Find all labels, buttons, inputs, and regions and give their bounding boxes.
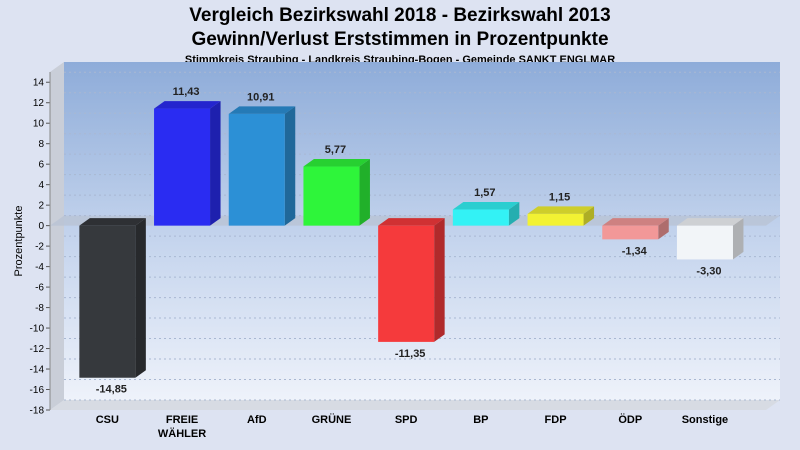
y-tick-label: 12 (33, 98, 45, 109)
y-tick-label: 0 (38, 221, 44, 232)
bar-side (583, 206, 595, 226)
category-label: AfD (247, 414, 267, 426)
category-label: GRÜNE (312, 413, 352, 426)
bar-top (676, 218, 744, 226)
bar (303, 159, 370, 226)
data-label: -11,35 (395, 348, 426, 360)
bar-front (676, 225, 733, 260)
category-label: CSU (96, 414, 119, 426)
bar-side (732, 218, 744, 260)
bar-top (452, 202, 520, 210)
bar-top (378, 218, 445, 226)
chart-subtitle: Gewinn/Verlust Erststimmen in Prozentpun… (191, 29, 609, 50)
bar-front (303, 166, 360, 226)
y-axis-label: Prozentpunkte (13, 206, 25, 277)
category-label: BP (473, 414, 488, 426)
bar-side (508, 202, 520, 226)
bar-side (284, 106, 296, 226)
bar-front (452, 209, 509, 226)
bar (79, 218, 146, 378)
bar-top (79, 218, 146, 226)
y-tick-label: -14 (30, 365, 45, 376)
bar-front (527, 213, 584, 226)
y-tick-label: 8 (38, 139, 44, 150)
y-tick-label: -16 (30, 385, 45, 396)
bar-side (135, 218, 146, 378)
bar-front (79, 225, 136, 378)
bar-top (154, 101, 221, 109)
category-label: WÄHLER (158, 427, 206, 440)
y-tick-label: 14 (33, 78, 45, 89)
y-tick-label: -2 (35, 242, 44, 253)
data-label: 11,43 (173, 86, 200, 98)
bar (602, 218, 669, 240)
data-label: 10,91 (247, 91, 275, 103)
y-tick-label: -4 (35, 262, 44, 273)
data-label: -3,30 (696, 265, 721, 277)
y-tick-label: 4 (38, 180, 44, 191)
y-tick-label: -10 (30, 324, 45, 335)
y-tick-label: -8 (35, 303, 44, 314)
bar (154, 101, 221, 226)
bar (527, 206, 595, 226)
bar (676, 218, 744, 260)
bar (228, 106, 296, 226)
bar-side (658, 218, 669, 240)
bar-side (210, 101, 221, 226)
plot-floor (50, 400, 780, 410)
bar-front (154, 108, 211, 226)
y-tick-label: -12 (30, 344, 45, 355)
bar (452, 202, 520, 226)
data-label: 5,77 (325, 144, 346, 156)
data-label: -1,34 (622, 245, 648, 257)
bar-top (228, 106, 296, 114)
y-tick-label: 10 (33, 119, 45, 130)
bar-top (602, 218, 669, 226)
data-label: -14,85 (96, 384, 127, 396)
bar-front (378, 225, 435, 342)
bar (378, 218, 445, 342)
y-tick-label: 6 (38, 160, 44, 171)
y-tick-label: 2 (38, 201, 44, 212)
category-label: Sonstige (682, 414, 728, 426)
bar-side (434, 218, 445, 342)
bar-top (303, 159, 370, 167)
plot-side-wall (50, 62, 64, 410)
data-label: 1,57 (474, 187, 495, 199)
category-label: FDP (545, 414, 567, 426)
category-label: SPD (395, 414, 418, 426)
category-label: FREIE (166, 414, 198, 426)
chart-title: Vergleich Bezirkswahl 2018 - Bezirkswahl… (189, 5, 611, 26)
bar-top (527, 206, 595, 214)
data-label: 1,15 (549, 191, 570, 203)
y-tick-label: -6 (35, 283, 44, 294)
bar-front (228, 113, 285, 226)
category-label: ÖDP (618, 413, 642, 426)
bar-front (602, 225, 659, 240)
y-tick-label: -18 (30, 406, 45, 417)
bar-side (359, 159, 370, 226)
